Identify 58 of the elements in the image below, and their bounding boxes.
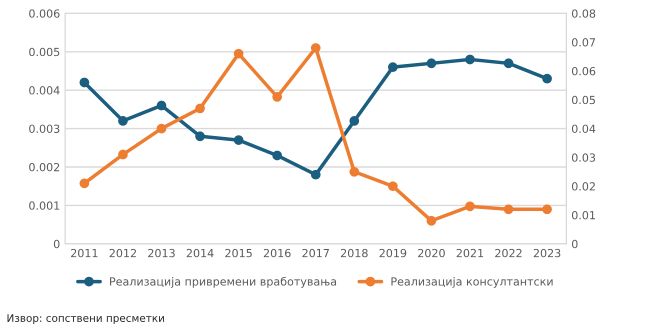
point <box>465 54 475 64</box>
y-tick-label: 0.001 <box>29 201 60 210</box>
y2-tick-label: 0.08 <box>572 9 596 18</box>
x-tick-label: 2015 <box>225 248 252 258</box>
legend-label: Реализација консултантски <box>391 277 553 288</box>
point <box>426 58 436 68</box>
x-tick-label: 2012 <box>110 248 136 258</box>
point <box>426 216 436 226</box>
y2-tick-label: 0.03 <box>572 153 596 162</box>
x-tick-label: 2021 <box>456 248 484 258</box>
point <box>118 116 128 126</box>
y2-tick-label: 0.02 <box>572 182 595 191</box>
point <box>195 131 205 142</box>
point <box>234 48 244 59</box>
x-tick-label: 2014 <box>186 248 214 258</box>
y-tick-label: 0.005 <box>29 48 60 56</box>
point <box>349 116 360 126</box>
point <box>542 74 552 84</box>
x-tick-label: 2018 <box>340 248 368 258</box>
legend-label: Реализација привремени вработувања <box>110 276 336 288</box>
x-tick-label: 2023 <box>534 248 560 258</box>
point <box>234 135 244 145</box>
point <box>80 178 90 188</box>
x-tick-label: 2013 <box>148 248 175 258</box>
point <box>504 204 514 214</box>
point <box>349 166 360 177</box>
point <box>310 170 321 180</box>
x-tick-label: 2019 <box>380 248 406 258</box>
point <box>272 92 282 102</box>
y2-tick-label: 0.05 <box>572 96 595 104</box>
y2-tick-label: 0 <box>572 240 578 248</box>
point <box>195 104 205 114</box>
y2-tick-label: 0.06 <box>572 66 596 76</box>
point <box>156 124 166 134</box>
y-tick-label: 0 <box>54 240 60 248</box>
y-tick-label: 0.004 <box>29 86 60 95</box>
x-tick-label: 2022 <box>495 248 522 258</box>
x-tick-label: 2017 <box>302 248 329 258</box>
x-tick-label: 2016 <box>264 248 291 258</box>
point <box>504 58 514 68</box>
point <box>80 78 90 88</box>
point <box>388 181 398 192</box>
y2-tick-label: 0.01 <box>572 210 595 220</box>
y2-tick-label: 0.04 <box>572 124 596 133</box>
point <box>156 100 166 110</box>
point <box>272 150 282 160</box>
x-tick-label: 2011 <box>71 248 98 258</box>
point <box>310 43 321 53</box>
x-tick-label: 2020 <box>418 248 445 258</box>
point <box>118 150 128 160</box>
y-tick-label: 0.002 <box>29 162 60 172</box>
text: Извор: сопствени пресметки <box>8 314 164 324</box>
y-tick-label: 0.003 <box>29 124 60 133</box>
point <box>388 62 398 72</box>
point <box>542 204 552 214</box>
y2-tick-label: 0.07 <box>572 38 596 47</box>
point <box>465 202 475 212</box>
y-tick-label: 0.006 <box>29 9 60 18</box>
